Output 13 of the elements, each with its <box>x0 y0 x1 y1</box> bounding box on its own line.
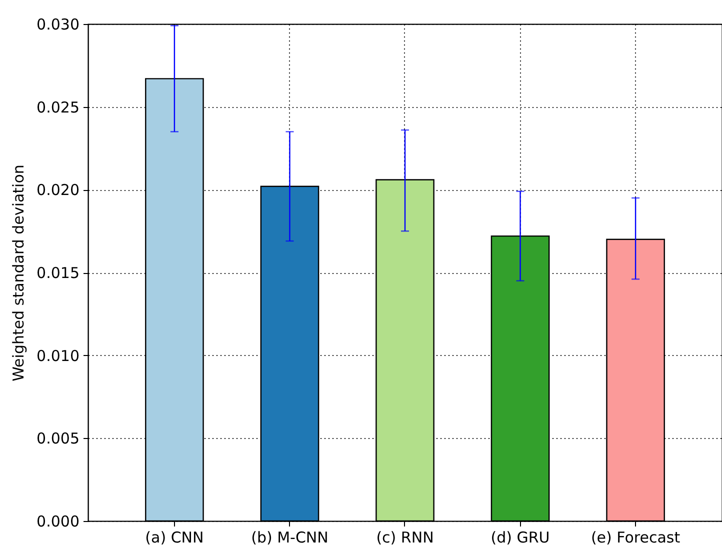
y-tick-label: 0.010 <box>36 346 80 365</box>
y-tick-label: 0.025 <box>36 98 80 116</box>
x-tick-label: (d) GRU <box>490 528 550 546</box>
y-tick-label: 0.030 <box>36 16 80 34</box>
y-axis-title: Weighted standard deviation <box>10 164 28 382</box>
y-tick-label: 0.005 <box>36 430 80 448</box>
x-tick-label: (c) RNN <box>376 528 434 546</box>
y-tick-label: 0.000 <box>36 512 80 530</box>
x-tick-label: (a) CNN <box>145 528 204 546</box>
y-tick-label: 0.020 <box>36 181 80 200</box>
x-tick-label: (b) M-CNN <box>251 528 328 546</box>
y-tick-label: 0.015 <box>36 264 80 282</box>
x-tick-label: (e) Forecast <box>590 528 680 546</box>
